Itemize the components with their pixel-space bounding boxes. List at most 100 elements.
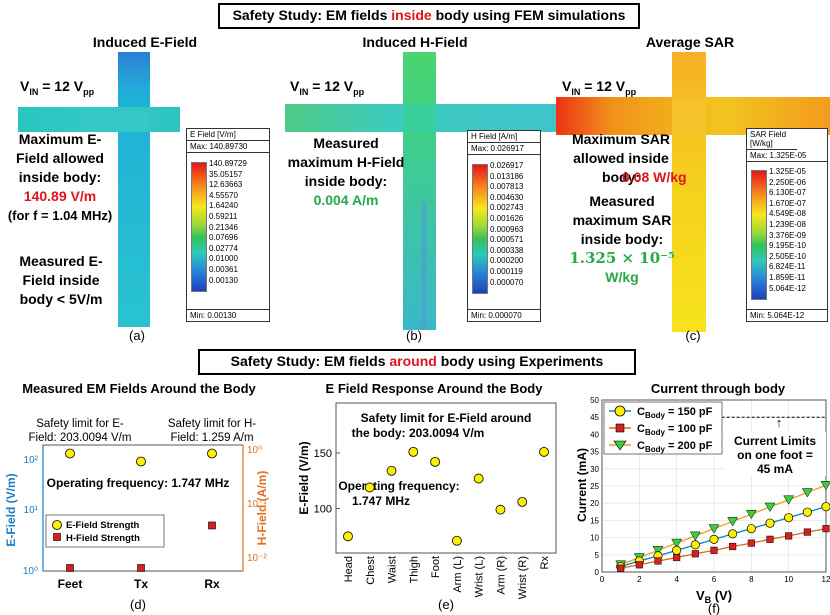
chart-f-xtick-2: 4 bbox=[674, 575, 679, 584]
chart-f-xtick-4: 8 bbox=[749, 575, 754, 584]
chart-e-xlabel-7: Arm (R) bbox=[495, 556, 507, 595]
chart-e: E Field Response Around the Body Safety … bbox=[297, 381, 557, 612]
panel-a-legend-min: Min: 0.00130 bbox=[187, 309, 269, 321]
panel-c-max-note: Maximum SAR allowed inside body: 0.08 W/… bbox=[558, 130, 687, 187]
chart-d-h-point-0 bbox=[66, 564, 74, 572]
chart-e-point-0 bbox=[343, 531, 353, 542]
chart-d-h-point-2 bbox=[208, 521, 216, 530]
chart-f-s150-point-7 bbox=[746, 524, 756, 534]
chart-d-legend-h-marker bbox=[53, 533, 61, 541]
chart-e-point-6 bbox=[473, 473, 484, 484]
svg-text:CBody = 200 pF: CBody = 200 pF bbox=[637, 440, 713, 454]
chart-e-caption: (e) bbox=[438, 597, 454, 612]
chart-f-s150-point-5 bbox=[709, 534, 719, 544]
chart-f-ylabel: Current (mA) bbox=[576, 448, 589, 522]
chart-d-e-point-0 bbox=[65, 448, 75, 459]
panel-a-measured-note: Measured E-Field inside body < 5V/m bbox=[19, 253, 103, 307]
chart-d-annot-e-1: Safety limit for E- bbox=[36, 418, 124, 430]
chart-f-ytick-3: 15 bbox=[590, 516, 599, 525]
chart-e-xlabel-1: Chest bbox=[365, 556, 377, 585]
chart-d-e-point-2 bbox=[207, 448, 217, 459]
chart-f-limit-1: Current Limits bbox=[734, 434, 816, 448]
chart-f-s100-point-11 bbox=[822, 525, 830, 533]
chart-e-title: E Field Response Around the Body bbox=[326, 381, 544, 396]
chart-e-point-9 bbox=[539, 446, 549, 457]
chart-f-s100-point-5 bbox=[710, 546, 718, 554]
chart-d-annot-e-2: Field: 203.0094 V/m bbox=[29, 432, 132, 444]
panel-b-title: Induced H-Field bbox=[362, 34, 468, 50]
chart-f-series-line-1 bbox=[620, 528, 827, 569]
banner-fem: Safety Study: EM fields inside body usin… bbox=[218, 3, 640, 29]
panel-a-max-note: Maximum E-Field allowed inside body: 140… bbox=[4, 130, 116, 225]
banner-fem-pre: Safety Study: EM fields bbox=[232, 7, 392, 23]
chart-f-s100-point-7 bbox=[747, 539, 755, 547]
chart-e-point-1 bbox=[364, 482, 375, 493]
panel-a-legend-max: Max: 140.89730 bbox=[187, 141, 269, 153]
chart-e-xlabel-2: Waist bbox=[387, 556, 399, 583]
chart-f-ytick-8: 40 bbox=[590, 430, 599, 439]
panel-b-legend-title: H Field [A/m] bbox=[468, 131, 540, 143]
chart-f-s150-point-9 bbox=[784, 513, 794, 523]
panel-c-max-text: Maximum SAR allowed inside body: bbox=[571, 131, 671, 185]
chart-e-xlabel-3: Thigh bbox=[408, 556, 420, 584]
chart-d-right-tick-1: 10⁻¹ bbox=[247, 499, 267, 510]
chart-f-ytick-10: 50 bbox=[590, 396, 599, 405]
chart-e-point-7 bbox=[495, 504, 506, 515]
chart-f: Current through body 0510152025303540455… bbox=[576, 381, 830, 615]
chart-f-s200-point-6 bbox=[727, 517, 739, 527]
banner-exp-post: body using Experiments bbox=[436, 353, 604, 369]
panel-c-measured-text: Measured maximum SAR inside body: bbox=[572, 193, 672, 247]
chart-d-ylabel-right: H-Field (A/m) bbox=[255, 471, 269, 546]
chart-f-s150-point-11 bbox=[821, 502, 830, 512]
panel-c-title: Average SAR bbox=[645, 34, 735, 50]
chart-e-xlabel-0: Head bbox=[343, 556, 355, 582]
chart-e-ylabel: E-Field (V/m) bbox=[297, 441, 311, 514]
chart-d-left-tick-0: 10⁰ bbox=[23, 566, 38, 577]
panel-c-measured-unit: W/kg bbox=[605, 269, 639, 285]
chart-f-s200-point-5 bbox=[708, 524, 720, 534]
chart-d-legend-h-label: H-Field Strength bbox=[66, 533, 140, 544]
chart-f-s100-point-8 bbox=[766, 535, 774, 543]
panel-c-legend: SAR Field [W/kg] Max: 1.325E-05 1.325E-0… bbox=[746, 128, 828, 322]
chart-f-ytick-2: 10 bbox=[590, 534, 599, 543]
chart-f-legend-200: CBody = 200 pF bbox=[609, 440, 713, 454]
chart-d-left-tick-1: 10¹ bbox=[24, 505, 39, 516]
chart-d-cat-1: Tx bbox=[134, 577, 148, 591]
chart-e-point-3 bbox=[408, 446, 419, 457]
h-field-body-plot bbox=[285, 52, 557, 330]
panel-b-legend-max: Max: 0.026917 bbox=[468, 143, 540, 155]
panel-a-legend: E Field [V/m] Max: 140.89730 140.89729 35… bbox=[186, 128, 270, 322]
chart-f-ytick-5: 25 bbox=[590, 482, 599, 491]
panel-a-caption: (a) bbox=[129, 328, 145, 343]
chart-f-ytick-1: 5 bbox=[595, 551, 600, 560]
chart-e-annot-2: the body: 203.0094 V/m bbox=[352, 426, 485, 440]
banner-experiments: Safety Study: EM fields around body usin… bbox=[198, 349, 636, 375]
chart-f-s100-point-1 bbox=[635, 561, 643, 569]
chart-d-cat-2: Rx bbox=[204, 577, 220, 591]
panel-a-legend-title: E Field [V/m] bbox=[187, 129, 269, 141]
e-field-body-plot bbox=[18, 52, 180, 327]
chart-f-ytick-0: 0 bbox=[595, 568, 600, 577]
panel-c-measured-value: 1.325 × 10⁻⁵ bbox=[569, 249, 675, 267]
banner-exp-highlight: around bbox=[389, 353, 437, 369]
panel-a-title: Induced E-Field bbox=[92, 34, 198, 50]
chart-f-s150-point-10 bbox=[802, 507, 812, 517]
chart-d-legend-box bbox=[45, 514, 165, 548]
chart-f-s100-point-9 bbox=[785, 532, 793, 540]
chart-f-s100-point-10 bbox=[803, 528, 811, 536]
chart-e-freq-1: Operating frequency: bbox=[338, 479, 459, 493]
chart-f-caption: (f) bbox=[708, 601, 720, 615]
chart-e-ytick-1: 150 bbox=[314, 448, 332, 460]
chart-f-s100-point-2 bbox=[654, 557, 662, 565]
panel-b-max-text: Measured maximum H-Field inside body: bbox=[287, 135, 405, 189]
panel-c-vin: VIN = 12 Vpp bbox=[562, 78, 637, 97]
panel-a-vin: VIN = 12 Vpp bbox=[20, 78, 95, 97]
chart-e-xlabel-8: Wrist (R) bbox=[517, 556, 529, 599]
chart-f-s200-point-7 bbox=[745, 509, 757, 520]
chart-f-s200-point-8 bbox=[764, 502, 776, 512]
panel-a-max-value: 140.89 V/m bbox=[23, 188, 97, 204]
panel-c-caption: (c) bbox=[685, 328, 701, 343]
chart-d-right-tick-0: 10⁻² bbox=[247, 553, 267, 564]
chart-f-s150-point-8 bbox=[765, 518, 775, 528]
chart-f-xtick-6: 12 bbox=[822, 575, 830, 584]
